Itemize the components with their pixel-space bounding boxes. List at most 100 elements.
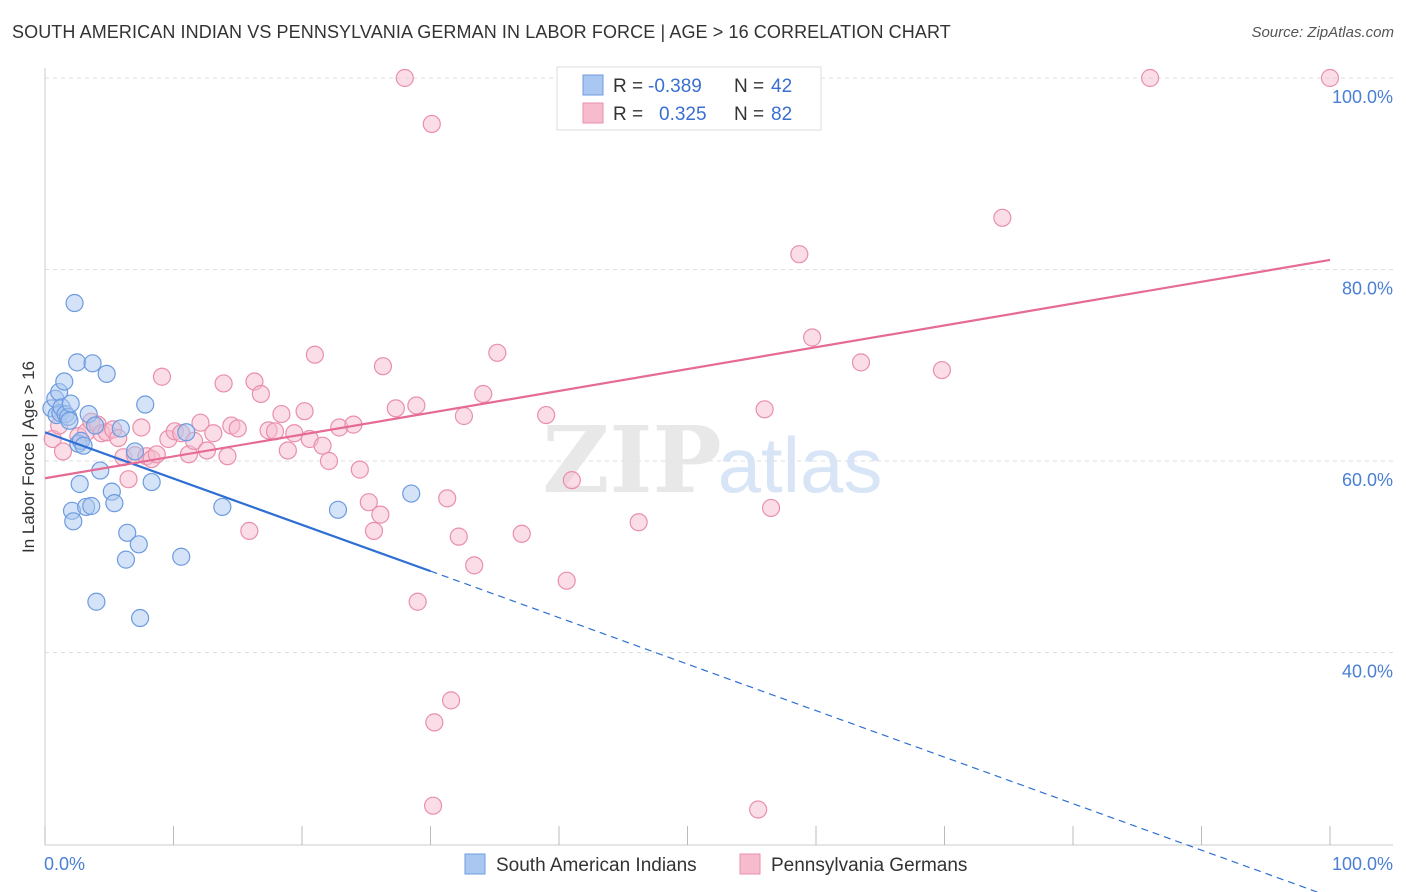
pennsylvania-german-point-59 <box>449 527 468 546</box>
pennsylvania-german-point-81 <box>218 447 237 466</box>
south-american-indian-point-16 <box>70 474 89 494</box>
south-american-indian-point-14 <box>68 353 87 372</box>
south-american-indian-point-31 <box>116 550 136 569</box>
pennsylvania-german-point-80 <box>1320 68 1340 88</box>
pennsylvania-german-point-63 <box>488 343 507 362</box>
south-american-indian-point-33 <box>129 535 148 554</box>
trend-line-blue-extension <box>430 570 1319 892</box>
legend-label-pink: Pennsylvania Germans <box>771 855 967 876</box>
south-american-indian-point-36 <box>142 472 161 492</box>
south-american-indian-point-37 <box>172 547 191 566</box>
pennsylvania-german-point-46 <box>359 493 378 512</box>
south-american-indian-point-9 <box>60 411 79 430</box>
pennsylvania-german-point-72 <box>755 400 774 419</box>
y-tick-label-2: 80.0% <box>1342 279 1393 299</box>
x-tick-label-min: 0.0% <box>44 854 85 874</box>
series-legend: South American Indians Pennsylvania Germ… <box>464 853 967 876</box>
y-tick-label-1: 60.0% <box>1342 470 1393 490</box>
pennsylvania-german-point-41 <box>313 436 332 455</box>
legend-swatch-pink <box>739 853 761 875</box>
pennsylvania-german-point-69 <box>629 513 648 532</box>
axes <box>44 68 1393 846</box>
stats-r-label-pink: R = <box>613 104 643 125</box>
south-american-indian-point-40 <box>328 500 348 519</box>
pennsylvania-german-point-61 <box>465 556 484 575</box>
pennsylvania-german-point-2 <box>53 442 73 461</box>
pennsylvania-german-point-78 <box>993 208 1012 227</box>
pennsylvania-german-point-51 <box>395 68 414 88</box>
legend-label-blue: South American Indians <box>496 855 697 876</box>
pennsylvania-german-point-38 <box>295 402 314 421</box>
south-american-indian-point-38 <box>177 423 196 442</box>
pennsylvania-german-point-30 <box>240 521 259 540</box>
south-american-indian-point-39 <box>213 497 232 517</box>
south-american-indian-point-34 <box>130 608 150 628</box>
pennsylvania-german-point-53 <box>408 592 427 611</box>
stats-n-label-pink: N = <box>734 104 764 125</box>
pennsylvania-german-point-64 <box>512 524 531 543</box>
stats-r-value-blue: -0.389 <box>648 76 702 97</box>
pennsylvania-german-point-47 <box>364 521 384 540</box>
pennsylvania-german-point-42 <box>319 451 339 471</box>
south-american-indian-point-26 <box>97 364 116 383</box>
pennsylvania-german-point-50 <box>386 399 405 418</box>
trend-line-blue <box>44 431 431 573</box>
pennsylvania-german-point-24 <box>191 413 210 432</box>
pennsylvania-german-point-55 <box>425 713 444 732</box>
y-axis-title: In Labor Force | Age > 16 <box>19 361 38 553</box>
pennsylvania-german-point-26 <box>204 424 223 443</box>
stats-n-label-blue: N = <box>734 76 764 97</box>
south-american-indians-points <box>42 293 421 628</box>
south-american-indian-point-30 <box>118 523 137 542</box>
stats-n-value-pink: 82 <box>771 104 792 125</box>
pennsylvania-german-point-27 <box>214 374 233 393</box>
chart-title: SOUTH AMERICAN INDIAN VS PENNSYLVANIA GE… <box>12 22 951 42</box>
pennsylvania-german-point-71 <box>749 800 768 819</box>
watermark: ZIP atlas <box>542 406 882 514</box>
y-tick-label-0: 40.0% <box>1342 662 1393 682</box>
x-tick-label-max: 100.0% <box>1332 854 1393 874</box>
pennsylvania-german-point-18 <box>152 367 172 386</box>
south-american-indian-point-32 <box>125 442 145 461</box>
pennsylvania-german-point-14 <box>132 418 151 437</box>
pennsylvania-german-point-73 <box>761 498 781 518</box>
pennsylvania-german-point-58 <box>441 691 461 710</box>
pennsylvania-german-point-60 <box>454 406 474 426</box>
pennsylvania-german-point-62 <box>474 384 493 404</box>
pennsylvania-german-point-36 <box>278 441 297 460</box>
pennsylvania-german-point-32 <box>251 384 270 404</box>
stats-r-value-pink: 0.325 <box>659 104 707 125</box>
stats-swatch-blue <box>582 74 604 96</box>
trend-line-pink <box>44 258 1331 480</box>
south-american-indian-point-12 <box>64 512 83 531</box>
y-tick-label-3: 100.0% <box>1332 87 1393 107</box>
pennsylvania-german-point-29 <box>228 419 247 438</box>
pennsylvania-german-point-65 <box>537 405 556 425</box>
legend-swatch-blue <box>464 853 486 875</box>
south-american-indian-point-21 <box>82 496 101 516</box>
trend-lines <box>44 258 1331 892</box>
pennsylvania-german-point-37 <box>285 424 304 443</box>
pennsylvania-german-point-12 <box>119 470 138 489</box>
pennsylvania-german-point-35 <box>272 404 291 424</box>
pennsylvania-german-point-48 <box>371 505 390 524</box>
south-american-indian-point-29 <box>111 419 130 438</box>
pennsylvania-german-point-75 <box>803 328 822 347</box>
pennsylvania-german-point-74 <box>790 245 809 264</box>
stats-r-label-blue: R = <box>613 76 643 97</box>
source-credit: Source: ZipAtlas.com <box>1251 24 1394 41</box>
watermark-zip: ZIP <box>542 406 721 514</box>
pennsylvania-german-point-77 <box>932 360 952 380</box>
south-american-indian-point-23 <box>86 416 105 435</box>
pennsylvania-german-point-66 <box>557 571 576 590</box>
pennsylvania-german-point-52 <box>407 396 426 415</box>
south-american-indian-point-6 <box>55 372 74 391</box>
y-tick-labels: 40.0% 60.0% 80.0% 100.0% <box>1332 87 1393 682</box>
pennsylvania-german-point-76 <box>851 353 871 372</box>
pennsylvania-german-point-45 <box>350 460 369 479</box>
watermark-atlas: atlas <box>718 421 883 509</box>
pennsylvania-german-point-49 <box>373 357 393 376</box>
stats-n-value-blue: 42 <box>771 76 792 97</box>
south-american-indian-point-22 <box>83 354 102 373</box>
